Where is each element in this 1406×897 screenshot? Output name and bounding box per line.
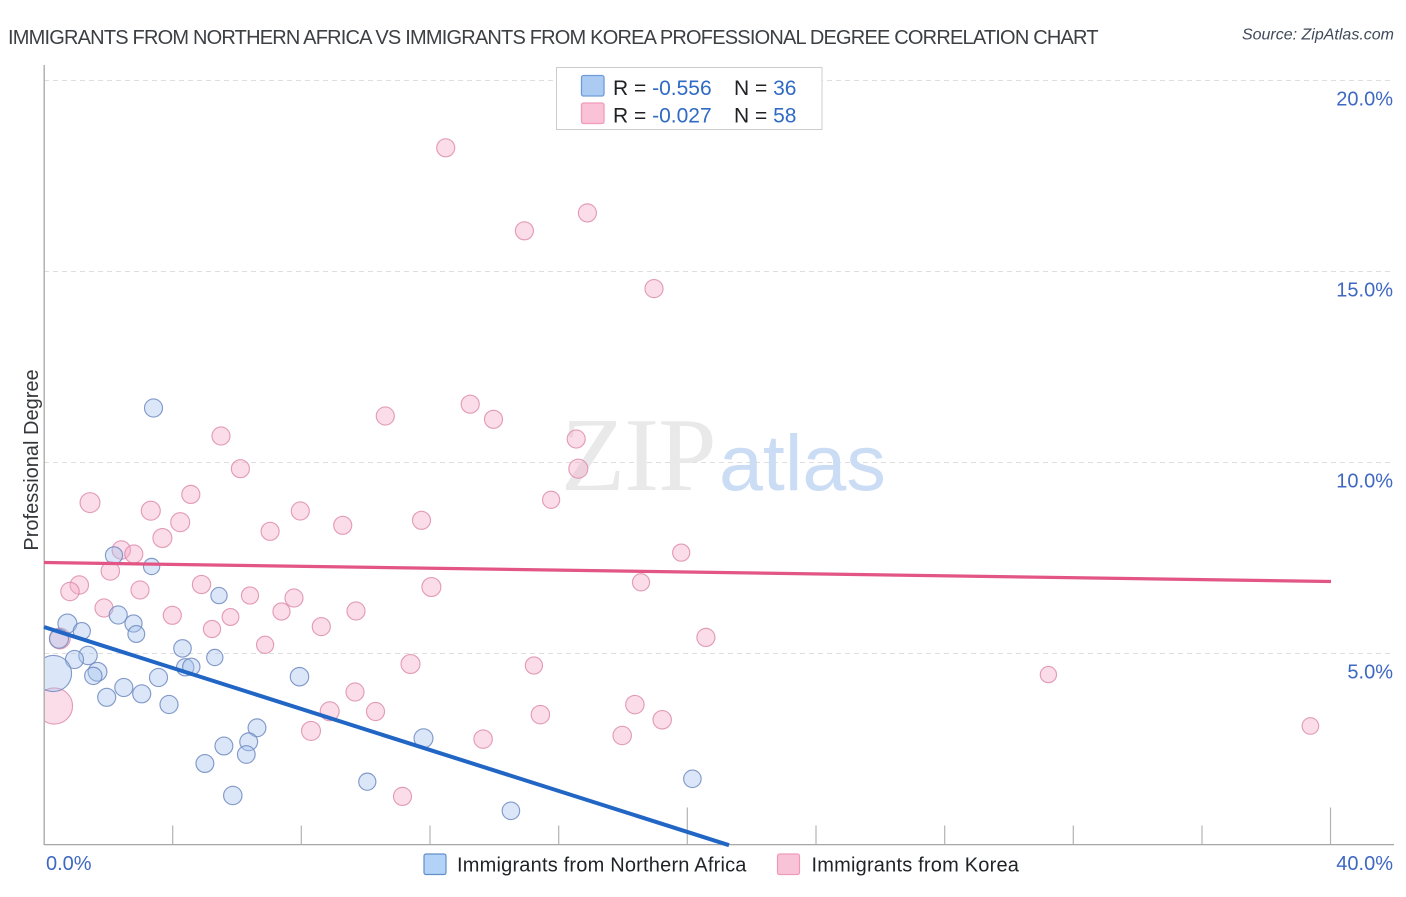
svg-text:ZIP: ZIP — [561, 396, 716, 513]
svg-text:Immigrants from Korea: Immigrants from Korea — [812, 855, 1020, 877]
svg-text:atlas: atlas — [719, 418, 886, 507]
svg-text:5.0%: 5.0% — [1347, 662, 1393, 684]
svg-text:N = 36: N = 36 — [734, 77, 796, 100]
svg-text:R = -0.027: R = -0.027 — [613, 105, 712, 128]
svg-text:Professional Degree: Professional Degree — [21, 369, 43, 550]
svg-text:15.0%: 15.0% — [1336, 280, 1393, 302]
svg-text:IMMIGRANTS FROM NORTHERN AFRIC: IMMIGRANTS FROM NORTHERN AFRICA VS IMMIG… — [8, 27, 1098, 49]
svg-text:10.0%: 10.0% — [1336, 471, 1393, 493]
svg-text:20.0%: 20.0% — [1336, 89, 1393, 111]
svg-text:0.0%: 0.0% — [46, 853, 92, 875]
svg-text:Immigrants from Northern Afric: Immigrants from Northern Africa — [457, 855, 747, 877]
svg-text:Source: ZipAtlas.com: Source: ZipAtlas.com — [1242, 27, 1394, 44]
svg-text:N = 58: N = 58 — [734, 105, 796, 128]
svg-text:40.0%: 40.0% — [1336, 853, 1393, 875]
svg-text:R = -0.556: R = -0.556 — [613, 77, 712, 100]
